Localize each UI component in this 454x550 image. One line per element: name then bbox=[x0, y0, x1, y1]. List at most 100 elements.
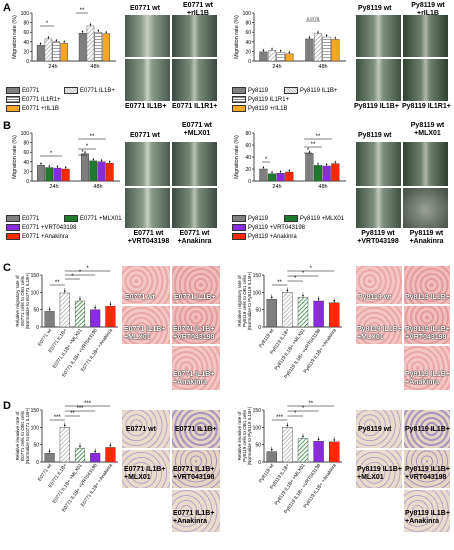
y-tick-label: 50 bbox=[33, 443, 39, 449]
image-label: Py8119 IL1R1+ bbox=[402, 103, 451, 110]
data-point bbox=[48, 308, 51, 311]
y-tick-label: 0 bbox=[248, 179, 251, 185]
bar bbox=[305, 153, 314, 182]
image-label: E0771 IL1B+ +Anakinra bbox=[173, 510, 215, 525]
transwell-image bbox=[404, 306, 450, 344]
scratch-image bbox=[125, 142, 170, 186]
bar bbox=[74, 300, 86, 328]
y-tick-label: 0 bbox=[258, 325, 261, 331]
bar bbox=[322, 165, 331, 182]
data-point bbox=[308, 36, 311, 39]
data-point bbox=[333, 439, 335, 441]
significance-marker: * bbox=[50, 151, 53, 157]
significance-marker: ** bbox=[308, 401, 313, 407]
y-tick-label: 80 bbox=[245, 131, 251, 137]
y-tick-label: 100 bbox=[243, 11, 252, 17]
x-tick-label: 24h bbox=[272, 184, 281, 190]
scratch-image bbox=[172, 59, 217, 101]
data-point bbox=[302, 294, 304, 297]
significance-marker: *** bbox=[276, 415, 284, 421]
significance-marker: ** bbox=[277, 280, 282, 286]
x-tick-label: E0771 wt bbox=[37, 327, 54, 347]
x-tick-label: 24h bbox=[49, 184, 58, 190]
significance-marker: * bbox=[294, 276, 297, 282]
bar bbox=[313, 33, 323, 62]
bar bbox=[97, 161, 106, 182]
image-label: E0771 wt bbox=[125, 294, 155, 301]
bar bbox=[44, 311, 55, 328]
image-label: Py8119 wt +rIL1B bbox=[411, 2, 445, 17]
data-point bbox=[48, 450, 51, 453]
significance-marker: * bbox=[79, 270, 82, 276]
data-point bbox=[64, 290, 66, 292]
bar bbox=[305, 38, 314, 62]
image-label: Py8119 IL1B+ bbox=[405, 426, 450, 433]
image-label: E0771 wt bbox=[126, 426, 156, 433]
image-label: E0771 wt +VRT043198 bbox=[127, 230, 170, 245]
bar bbox=[267, 173, 277, 182]
scratch-image bbox=[172, 15, 217, 57]
x-tick-label: E0771 wt bbox=[37, 462, 54, 482]
bar bbox=[313, 441, 324, 463]
y-tick-label: 0 bbox=[36, 325, 39, 331]
bar bbox=[329, 302, 340, 328]
significance-marker: *** bbox=[84, 401, 92, 407]
y-tick-label: 100 bbox=[253, 290, 262, 296]
y-tick-label: 40 bbox=[23, 40, 29, 46]
bar bbox=[276, 173, 285, 182]
image-label: E0771 IL1B+ +VRT043198 bbox=[173, 326, 215, 341]
bar bbox=[44, 453, 55, 463]
significance-marker: ** bbox=[55, 280, 60, 286]
bar bbox=[59, 427, 70, 463]
significance-marker: * bbox=[71, 274, 74, 280]
invasion-image bbox=[404, 450, 450, 488]
bar bbox=[53, 167, 62, 182]
y-tick-label: 0 bbox=[26, 179, 29, 185]
x-tick-label: 24h bbox=[272, 64, 281, 70]
y-tick-label: 0 bbox=[258, 460, 261, 466]
scratch-image bbox=[356, 15, 401, 57]
image-label: Py8119 wt +MLX01 bbox=[410, 122, 445, 137]
bar bbox=[276, 52, 285, 62]
data-point bbox=[288, 51, 290, 53]
significance-marker: ** bbox=[70, 411, 75, 417]
image-label: Py8119 IL1B+ +MLX01 bbox=[357, 466, 402, 481]
y-tick-label: 0 bbox=[36, 460, 39, 466]
bar bbox=[266, 451, 277, 463]
data-point bbox=[325, 34, 328, 37]
data-point bbox=[325, 163, 328, 166]
image-label: E0771 IL1B+ +Anakinra bbox=[173, 371, 215, 386]
x-tick-label: 48h bbox=[90, 64, 99, 70]
significance-marker: * bbox=[307, 148, 310, 154]
image-label: E0771 IL1B+ +MLX01 bbox=[124, 466, 166, 481]
data-point bbox=[109, 161, 111, 163]
image-label: Py8119 wt +VRT043198 bbox=[357, 230, 399, 245]
image-label: Py8119 IL1B+ +Anakinra bbox=[405, 510, 450, 525]
invasion-image bbox=[404, 490, 450, 532]
y-axis-label: Migration rate (%) bbox=[234, 15, 240, 59]
panel-letter-a: A bbox=[3, 2, 11, 14]
y-tick-label: 20 bbox=[23, 49, 29, 55]
data-point bbox=[271, 448, 273, 451]
image-label: E0771 IL1B+ bbox=[174, 294, 216, 301]
x-tick-label: E0771 IL1B+ +MLX01 bbox=[52, 327, 84, 369]
bar bbox=[105, 306, 116, 328]
panel-letter-d: D bbox=[3, 400, 11, 412]
data-point bbox=[79, 445, 81, 447]
scratch-image bbox=[403, 15, 448, 57]
significance-marker: *** bbox=[54, 415, 62, 421]
image-label: Py8119 IL1B+ +VRT043198 bbox=[405, 466, 450, 481]
invasion-image bbox=[122, 410, 170, 448]
scratch-image bbox=[356, 188, 401, 228]
y-tick-label: 50 bbox=[255, 443, 261, 449]
data-point bbox=[286, 424, 289, 427]
y-tick-label: 100 bbox=[31, 425, 40, 431]
data-point bbox=[84, 151, 86, 153]
data-point bbox=[271, 296, 273, 299]
x-tick-label: 48h bbox=[318, 64, 327, 70]
y-tick-label: 0 bbox=[248, 59, 251, 65]
